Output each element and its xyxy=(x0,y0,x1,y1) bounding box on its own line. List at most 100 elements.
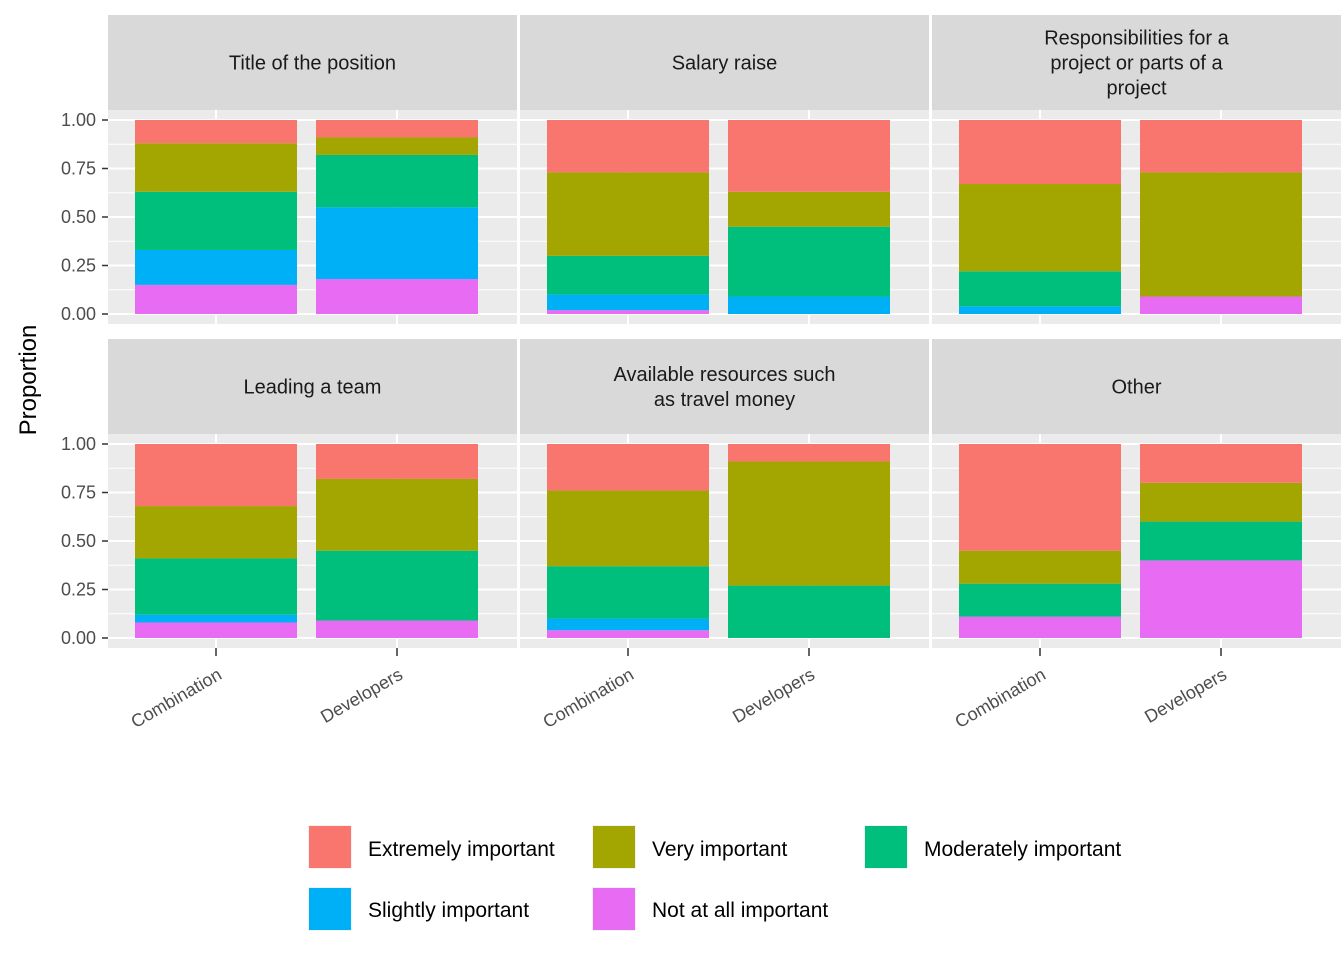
bar-segment xyxy=(547,310,709,314)
facet-title: Other xyxy=(1111,377,1161,399)
facet-panel: Responsibilities for a project or parts o… xyxy=(932,15,1341,324)
y-tick-label: 0.50 xyxy=(61,207,96,227)
y-tick-label: 0.25 xyxy=(61,580,96,600)
bar-segment xyxy=(728,444,890,462)
bar-segment xyxy=(1140,172,1302,297)
bar-segment xyxy=(728,191,890,227)
legend: Extremely important Very important Moderat… xyxy=(308,825,1121,931)
y-tick-label: 1.00 xyxy=(61,434,96,454)
bar-segment xyxy=(1140,120,1302,173)
facet-panels: Title of the position Salary raise Respons… xyxy=(108,15,1341,648)
bar-segment xyxy=(959,444,1121,551)
bar-segment xyxy=(316,120,478,138)
bar-segment xyxy=(135,558,297,615)
bar-segment xyxy=(959,306,1121,314)
legend-swatch xyxy=(593,888,635,930)
y-axis-title: Proportion xyxy=(15,325,42,436)
legend-swatch xyxy=(309,888,351,930)
x-tick-label: Combination xyxy=(951,664,1049,732)
x-tick-label: Developers xyxy=(1141,664,1230,727)
bar-segment xyxy=(547,294,709,311)
facet-title: Leading a team xyxy=(244,377,382,399)
bar-segment xyxy=(547,566,709,619)
bar-segment xyxy=(316,478,478,551)
bar-segment xyxy=(547,444,709,491)
x-tick-label: Developers xyxy=(729,664,818,727)
bar-segment xyxy=(728,461,890,586)
bar-segment xyxy=(316,207,478,280)
y-tick-label: 0.25 xyxy=(61,256,96,276)
bar-segment xyxy=(959,120,1121,185)
x-tick-label: Combination xyxy=(539,664,637,732)
bar-segment xyxy=(135,191,297,250)
bar-segment xyxy=(959,184,1121,272)
bar-segment xyxy=(547,120,709,173)
bar-segment xyxy=(135,614,297,623)
bar-segment xyxy=(547,490,709,567)
facet-panel: Salary raise xyxy=(520,15,929,324)
bar-segment xyxy=(959,271,1121,307)
facet-strip xyxy=(520,15,929,110)
bar-segment xyxy=(135,143,297,192)
legend-swatch xyxy=(593,826,635,868)
y-tick-label: 1.00 xyxy=(61,110,96,130)
y-tick-label: 0.50 xyxy=(61,531,96,551)
bar-segment xyxy=(547,618,709,631)
bar-segment xyxy=(547,255,709,295)
x-tick-label: Combination xyxy=(127,664,225,732)
legend-swatch xyxy=(865,826,907,868)
bar-segment xyxy=(135,120,297,144)
legend-item: Slightly important xyxy=(308,887,529,931)
bar-segment xyxy=(728,120,890,192)
bar-segment xyxy=(547,630,709,638)
facet-title: Title of the position xyxy=(229,53,396,75)
facet-strip xyxy=(520,339,929,434)
bar-segment xyxy=(1140,482,1302,522)
legend-item: Moderately important xyxy=(864,825,1121,869)
facet-panel: Available resources such as travel money xyxy=(520,339,929,648)
facet-strip xyxy=(108,339,517,434)
bar-segment xyxy=(135,249,297,285)
legend-label: Very important xyxy=(652,838,788,861)
bar-segment xyxy=(728,585,890,638)
bar-segment xyxy=(1140,296,1302,314)
facet-title: project xyxy=(1106,78,1166,100)
bar-segment xyxy=(135,506,297,559)
y-tick-label: 0.75 xyxy=(61,159,96,179)
legend-label: Slightly important xyxy=(368,899,529,922)
facet-title: Available resources such xyxy=(614,364,836,386)
bar-segment xyxy=(547,172,709,256)
bar-segment xyxy=(135,284,297,314)
bar-segment xyxy=(959,616,1121,638)
y-tick-label: 0.75 xyxy=(61,483,96,503)
bar-segment xyxy=(1140,521,1302,561)
facet-panel: Title of the position xyxy=(108,15,517,324)
facet-strip xyxy=(108,15,517,110)
legend-label: Not at all important xyxy=(652,899,828,922)
x-tick-label: Developers xyxy=(317,664,406,727)
bar-segment xyxy=(316,137,478,155)
y-tick-label: 0.00 xyxy=(61,304,96,324)
y-tick-label: 0.00 xyxy=(61,628,96,648)
facet-strip xyxy=(932,15,1341,110)
bar-segment xyxy=(1140,444,1302,483)
facet-panel: Other xyxy=(932,339,1341,648)
bar-segment xyxy=(728,226,890,297)
facet-title: Salary raise xyxy=(672,53,778,75)
legend-item: Not at all important xyxy=(592,887,828,931)
legend-item: Extremely important xyxy=(308,825,555,869)
legend-swatch xyxy=(309,826,351,868)
bar-segment xyxy=(135,622,297,638)
bar-segment xyxy=(959,583,1121,617)
facet-title: as travel money xyxy=(654,389,795,411)
bar-segment xyxy=(135,444,297,507)
facet-strip xyxy=(932,339,1341,434)
legend-label: Moderately important xyxy=(924,838,1121,861)
bar-segment xyxy=(728,296,890,314)
bar-segment xyxy=(316,279,478,314)
bar-segment xyxy=(316,444,478,479)
facet-panel: Leading a team xyxy=(108,339,517,648)
bar-segment xyxy=(316,620,478,638)
bar-segment xyxy=(316,550,478,621)
